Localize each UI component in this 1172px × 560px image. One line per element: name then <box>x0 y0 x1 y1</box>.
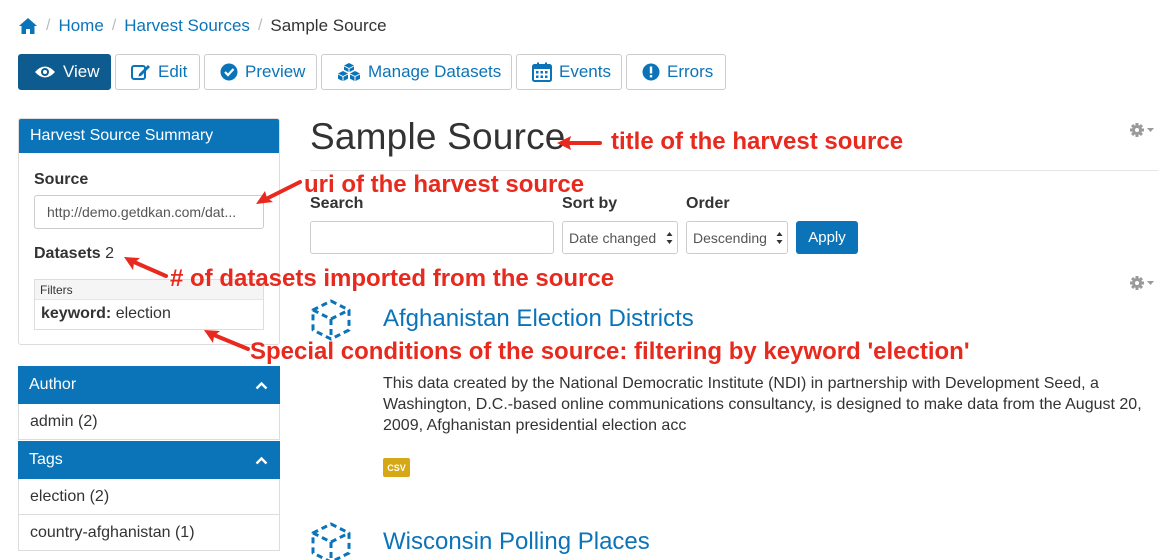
select-arrows-icon <box>776 231 783 244</box>
breadcrumb-harvest-sources-link[interactable]: Harvest Sources <box>124 16 250 35</box>
select-arrows-icon <box>666 231 673 244</box>
tab-view-label: View <box>63 62 100 81</box>
tab-errors[interactable]: Errors <box>626 54 726 90</box>
annotation-arrow-icon <box>204 330 250 351</box>
breadcrumb-separator: / <box>111 17 117 34</box>
tab-edit-label: Edit <box>158 62 188 81</box>
dataset-cube-icon <box>311 522 351 560</box>
filter-value: election <box>115 305 171 322</box>
breadcrumb-current: Sample Source <box>270 16 387 35</box>
eye-icon <box>35 66 55 78</box>
facet-author-header[interactable]: Author <box>18 366 280 404</box>
datasets-count-line: Datasets 2 <box>34 245 114 263</box>
harvest-source-summary-panel: Harvest Source Summary Source http://dem… <box>18 118 280 345</box>
breadcrumb-separator: / <box>46 17 51 34</box>
tab-manage-datasets-label: Manage Datasets <box>368 62 502 81</box>
sort-by-value: Date changed <box>569 229 657 246</box>
calendar-icon <box>532 62 552 82</box>
gear-icon[interactable] <box>1129 275 1155 291</box>
tab-errors-label: Errors <box>667 62 714 81</box>
tab-events[interactable]: Events <box>516 54 622 90</box>
filters-label: Filters <box>35 280 263 300</box>
filter-key: keyword: <box>41 305 112 322</box>
source-uri-field[interactable]: http://demo.getdkan.com/dat... <box>34 195 264 229</box>
annotation-title: title of the harvest source <box>611 128 904 155</box>
sort-by-label: Sort by <box>562 195 618 212</box>
facet-item-admin[interactable]: admin (2) <box>18 404 280 440</box>
annotation-arrow-icon <box>256 180 302 204</box>
annotation-arrow-icon <box>124 257 168 278</box>
search-label: Search <box>310 195 364 212</box>
apply-button[interactable]: Apply <box>796 221 858 254</box>
annotation-uri: uri of the harvest source <box>304 171 585 198</box>
annotation-conditions: Special conditions of the source: filter… <box>250 338 970 365</box>
tab-preview[interactable]: Preview <box>204 54 317 90</box>
filter-item: keyword: election <box>35 300 263 328</box>
tab-view[interactable]: View <box>18 54 111 90</box>
summary-panel-title: Harvest Source Summary <box>19 119 279 153</box>
facet-tags-header[interactable]: Tags <box>18 441 280 479</box>
annotation-count: # of datasets imported from the source <box>170 265 615 292</box>
chevron-up-icon <box>255 456 268 464</box>
breadcrumb: / Home / Harvest Sources / Sample Source <box>18 14 387 38</box>
chevron-up-icon <box>255 381 268 389</box>
order-label: Order <box>686 195 730 212</box>
dataset-title-link[interactable]: Afghanistan Election Districts <box>383 305 694 332</box>
datasets-count: 2 <box>105 245 115 262</box>
search-input[interactable] <box>310 221 554 254</box>
source-label: Source <box>34 171 89 188</box>
tab-manage-datasets[interactable]: Manage Datasets <box>321 54 512 90</box>
dataset-description: This data created by the National Democr… <box>383 375 1142 434</box>
order-select[interactable]: Descending <box>686 221 788 254</box>
filters-box: Filters keyword: election <box>34 279 264 330</box>
facet-item-country-afghanistan[interactable]: country-afghanistan (1) <box>18 515 280 551</box>
gear-icon[interactable] <box>1129 122 1155 138</box>
facet-tags-title: Tags <box>29 451 63 468</box>
facet-author-title: Author <box>29 376 77 393</box>
title-divider <box>310 170 1158 171</box>
breadcrumb-home-link[interactable]: Home <box>58 16 104 35</box>
tab-events-label: Events <box>559 62 611 81</box>
format-badge-csv[interactable]: CSV <box>383 458 410 477</box>
home-icon[interactable] <box>18 17 38 35</box>
tab-preview-label: Preview <box>245 62 306 81</box>
datasets-label: Datasets <box>34 245 101 262</box>
facet-item-election[interactable]: election (2) <box>18 479 280 515</box>
page-title: Sample Source <box>310 116 566 157</box>
annotation-arrow-icon <box>557 136 602 150</box>
cubes-icon <box>338 63 360 81</box>
breadcrumb-separator: / <box>257 17 263 34</box>
exclamation-circle-icon <box>642 63 660 81</box>
order-value: Descending <box>693 229 767 246</box>
edit-icon <box>131 65 150 80</box>
dataset-title-link[interactable]: Wisconsin Polling Places <box>383 528 650 555</box>
action-tabs: View Edit Preview Manage Datasets <box>18 54 726 90</box>
sort-by-select[interactable]: Date changed <box>562 221 678 254</box>
check-circle-icon <box>220 63 238 81</box>
dataset-cube-icon <box>311 299 351 341</box>
tab-edit[interactable]: Edit <box>115 54 200 90</box>
